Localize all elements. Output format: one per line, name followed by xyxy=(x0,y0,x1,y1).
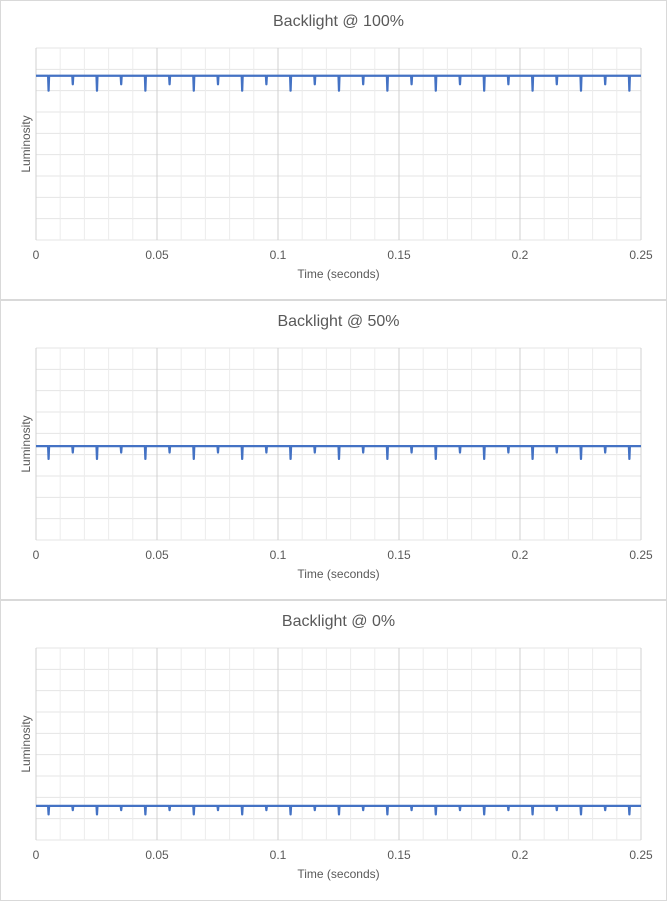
panel-border xyxy=(0,0,667,300)
chart-title: Backlight @ 0% xyxy=(282,613,395,630)
data-line xyxy=(36,74,641,92)
x-tick-label: 0.2 xyxy=(512,248,529,262)
y-axis-label: Luminosity xyxy=(19,415,33,472)
x-tick-label: 0.05 xyxy=(145,248,169,262)
y-axis-label: Luminosity xyxy=(19,115,33,172)
x-tick-label: 0.15 xyxy=(387,848,411,862)
x-tick-label: 0.1 xyxy=(270,548,287,562)
chart-title: Backlight @ 50% xyxy=(277,313,399,330)
x-tick-label: 0 xyxy=(33,548,40,562)
x-tick-label: 0.1 xyxy=(270,248,287,262)
chart: Backlight @ 0% 0 0.05 0.1 0.15 0.2 0.25 Time (s… xyxy=(0,600,667,901)
x-tick-label: 0 xyxy=(33,848,40,862)
panel-border xyxy=(0,600,667,901)
x-tick-label: 0.05 xyxy=(145,848,169,862)
x-tick-label: 0.05 xyxy=(145,548,169,562)
data-line xyxy=(36,804,641,816)
x-tick-label: 0.2 xyxy=(512,848,529,862)
x-tick-label: 0.1 xyxy=(270,848,287,862)
x-tick-label: 0.15 xyxy=(387,248,411,262)
x-tick-label: 0.15 xyxy=(387,548,411,562)
x-axis-label: Time (seconds) xyxy=(297,867,379,881)
data-line xyxy=(36,445,641,461)
chart-title: Backlight @ 100% xyxy=(273,13,404,30)
panel-border xyxy=(0,300,667,600)
x-axis-label: Time (seconds) xyxy=(297,567,379,581)
x-tick-label: 0.25 xyxy=(629,548,653,562)
x-tick-label: 0 xyxy=(33,248,40,262)
x-tick-label: 0.2 xyxy=(512,548,529,562)
chart: Backlight @ 100% 0 0.05 0.1 0.15 0.2 0.25 Time … xyxy=(0,0,667,300)
x-axis-label: Time (seconds) xyxy=(297,267,379,281)
x-tick-label: 0.25 xyxy=(629,848,653,862)
chart: Backlight @ 50% 0 0.05 0.1 0.15 0.2 0.25 Time (… xyxy=(0,300,667,600)
x-tick-label: 0.25 xyxy=(629,248,653,262)
y-axis-label: Luminosity xyxy=(19,715,33,772)
